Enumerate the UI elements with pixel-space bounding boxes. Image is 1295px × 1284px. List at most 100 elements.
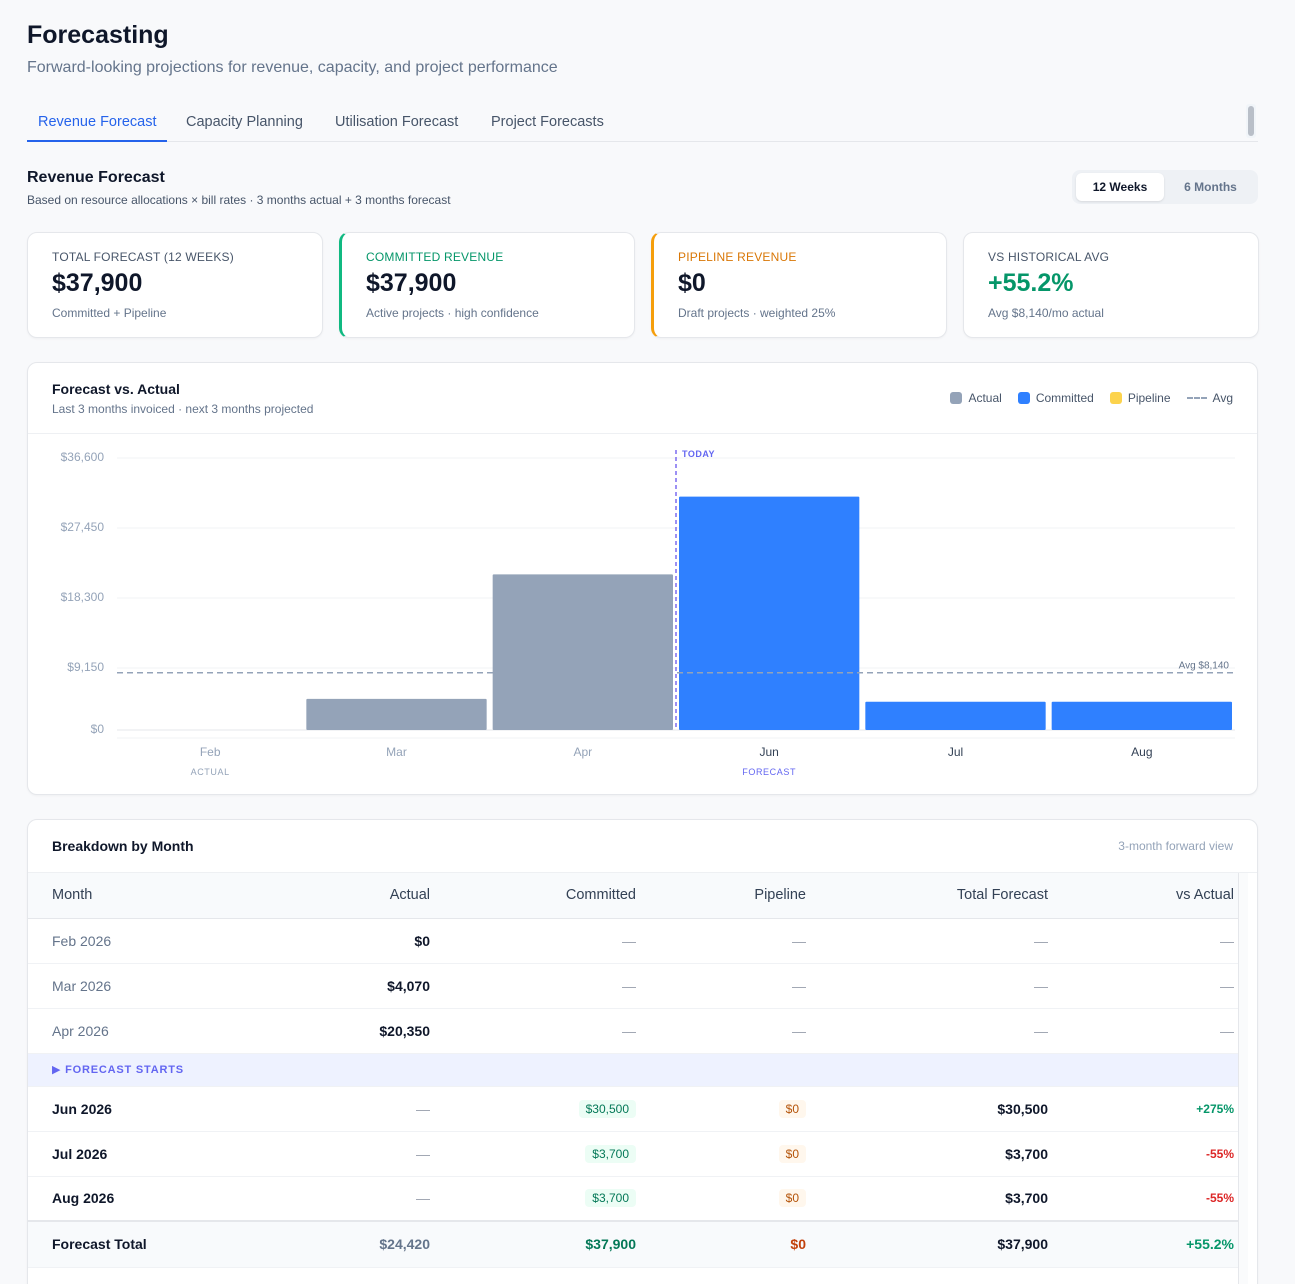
cell-total: — bbox=[806, 963, 1048, 1009]
cell-pipeline: $0 bbox=[636, 1131, 806, 1177]
table-row: Aug 2026 — $3,700 $0 $3,700 -55% bbox=[28, 1176, 1238, 1222]
bar-jun bbox=[679, 496, 860, 730]
column-header-committed: Committed bbox=[430, 873, 636, 919]
cell-actual: — bbox=[264, 1131, 430, 1177]
kpi-value: +55.2% bbox=[988, 269, 1074, 297]
legend-swatch-pipeline bbox=[1109, 392, 1122, 404]
y-tick-label: $18,300 bbox=[61, 590, 105, 604]
kpi-label: Total Forecast (12 Weeks) bbox=[52, 250, 234, 264]
cell-total: — bbox=[806, 1008, 1048, 1054]
legend-committed: Committed bbox=[1017, 391, 1094, 405]
range-12-weeks-button[interactable]: 12 Weeks bbox=[1076, 173, 1164, 201]
forecast-bar-chart: $36,600 $27,450 $18,300 $9,150 $0 Feb Mar Apr Ju… bbox=[61, 449, 1235, 777]
table-header-row: Month Actual Committed Pipeline Total Fo… bbox=[28, 873, 1238, 919]
bar-mar bbox=[306, 698, 487, 730]
legend-label: Actual bbox=[968, 391, 1002, 405]
today-label: TODAY bbox=[682, 449, 715, 459]
committed-pill: $30,500 bbox=[578, 1099, 636, 1118]
kpi-committed-revenue: Committed Revenue $37,900 Active project… bbox=[339, 232, 635, 338]
x-tick-label: Jul bbox=[948, 745, 963, 759]
breakdown-divider bbox=[28, 872, 1257, 873]
committed-pill: $3,700 bbox=[585, 1144, 636, 1163]
cell-committed: — bbox=[430, 1008, 636, 1054]
tab-bar: Revenue Forecast Capacity Planning Utili… bbox=[27, 104, 1258, 142]
forecast-starts-row: ▶ FORECAST STARTS bbox=[28, 1053, 1238, 1087]
table-row: Mar 2026 $4,070 — — — — bbox=[28, 963, 1238, 1009]
kpi-value: $37,900 bbox=[52, 269, 143, 297]
kpi-label: Pipeline Revenue bbox=[678, 250, 797, 264]
chart-subtitle: Last 3 months invoiced · next 3 months p… bbox=[52, 402, 314, 416]
bar-jul bbox=[865, 701, 1046, 730]
chart-legend: Actual Committed Pipeline Avg bbox=[950, 391, 1233, 405]
kpi-note: Avg $8,140/mo actual bbox=[988, 306, 1104, 320]
legend-label: Committed bbox=[1035, 391, 1094, 405]
kpi-total-forecast: Total Forecast (12 Weeks) $37,900 Commit… bbox=[27, 232, 323, 338]
kpi-note: Active projects · high confidence bbox=[366, 306, 539, 320]
pipeline-pill: $0 bbox=[778, 1189, 806, 1208]
x-tick-label: Mar bbox=[386, 745, 407, 759]
range-6-months-button[interactable]: 6 Months bbox=[1184, 180, 1237, 194]
table-row: Feb 2026 $0 — — — — bbox=[28, 918, 1238, 964]
tab-scrollbar[interactable] bbox=[1246, 104, 1256, 138]
cell-actual: — bbox=[264, 1086, 430, 1132]
chart-title: Forecast vs. Actual bbox=[52, 381, 180, 397]
y-tick-label: $0 bbox=[91, 722, 105, 736]
column-header-actual: Actual bbox=[264, 873, 430, 919]
cell-actual: — bbox=[264, 1176, 430, 1222]
forecast-starts-label: ▶ FORECAST STARTS bbox=[28, 1053, 1238, 1087]
cell-actual: $20,350 bbox=[264, 1008, 430, 1054]
legend-label: Avg bbox=[1212, 391, 1233, 405]
avg-label: Avg $8,140 bbox=[1179, 661, 1230, 672]
cell-pipeline: $0 bbox=[636, 1086, 806, 1132]
page-title: Forecasting bbox=[27, 21, 169, 49]
x-tick-label: Feb bbox=[200, 745, 221, 759]
cell-month: Jun 2026 bbox=[28, 1086, 264, 1132]
cell-pipeline: — bbox=[636, 918, 806, 964]
breakdown-card: Breakdown by Month 3-month forward view … bbox=[27, 819, 1258, 1284]
cell-vs-actual: — bbox=[1048, 1008, 1238, 1054]
committed-pill: $3,700 bbox=[585, 1189, 636, 1208]
chart-header-divider bbox=[28, 433, 1257, 434]
section-title: Revenue Forecast bbox=[27, 169, 165, 186]
total-committed: $37,900 bbox=[430, 1220, 636, 1268]
bar-apr bbox=[492, 574, 673, 730]
table-row: Jun 2026 — $30,500 $0 $30,500 +275% bbox=[28, 1086, 1238, 1132]
kpi-label: Committed Revenue bbox=[366, 250, 504, 264]
y-tick-label: $36,600 bbox=[61, 450, 105, 464]
legend-actual: Actual bbox=[950, 391, 1002, 405]
cell-actual: $0 bbox=[264, 918, 430, 964]
cell-committed: $3,700 bbox=[430, 1131, 636, 1177]
kpi-note: Committed + Pipeline bbox=[52, 306, 167, 320]
table-scrollbar[interactable] bbox=[1238, 873, 1248, 1284]
breakdown-note: 3-month forward view bbox=[1118, 839, 1233, 853]
total-actual: $24,420 bbox=[264, 1220, 430, 1268]
legend-pipeline: Pipeline bbox=[1109, 391, 1171, 405]
tab-utilisation-forecast[interactable]: Utilisation Forecast bbox=[335, 114, 459, 130]
x-tick-label: Jun bbox=[759, 745, 778, 759]
breakdown-title: Breakdown by Month bbox=[52, 838, 194, 854]
y-tick-label: $27,450 bbox=[61, 520, 105, 534]
cell-vs-actual: — bbox=[1048, 918, 1238, 964]
forecast-chart-card: Forecast vs. Actual Last 3 months invoic… bbox=[27, 362, 1258, 795]
tab-revenue-forecast[interactable]: Revenue Forecast bbox=[27, 104, 168, 142]
breakdown-table: Month Actual Committed Pipeline Total Fo… bbox=[28, 873, 1238, 1268]
tab-project-forecasts[interactable]: Project Forecasts bbox=[491, 114, 604, 130]
x-tick-label: Apr bbox=[573, 745, 592, 759]
kpi-pipeline-revenue: Pipeline Revenue $0 Draft projects · wei… bbox=[651, 232, 947, 338]
cell-month: Mar 2026 bbox=[28, 963, 264, 1009]
total-vs-actual: +55.2% bbox=[1048, 1220, 1238, 1268]
legend-label: Pipeline bbox=[1127, 391, 1171, 405]
legend-swatch-committed bbox=[1017, 392, 1030, 404]
legend-dash-avg bbox=[1186, 397, 1207, 399]
column-header-vs-actual: vs Actual bbox=[1048, 873, 1238, 919]
cell-committed: $3,700 bbox=[430, 1176, 636, 1222]
kpi-label: VS Historical Avg bbox=[988, 250, 1110, 264]
total-label: Forecast Total bbox=[28, 1220, 264, 1268]
cell-total: $3,700 bbox=[806, 1131, 1048, 1177]
table-row: Apr 2026 $20,350 — — — — bbox=[28, 1008, 1238, 1054]
scrollbar-thumb[interactable] bbox=[1248, 106, 1254, 136]
column-header-total-forecast: Total Forecast bbox=[806, 873, 1048, 919]
total-pipeline: $0 bbox=[636, 1220, 806, 1268]
tab-capacity-planning[interactable]: Capacity Planning bbox=[186, 114, 303, 130]
cell-committed: — bbox=[430, 963, 636, 1009]
